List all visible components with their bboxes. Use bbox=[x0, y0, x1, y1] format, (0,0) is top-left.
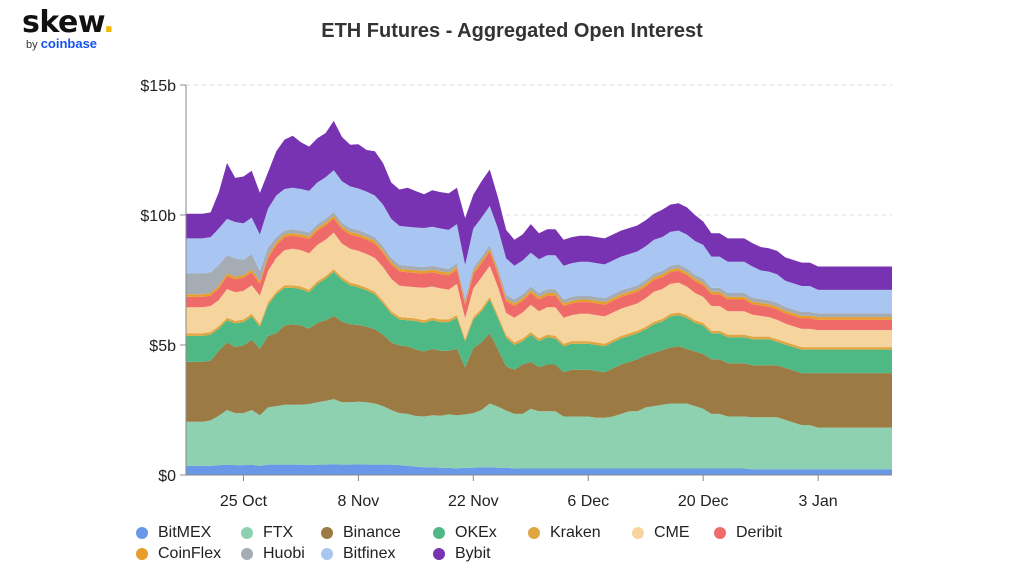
legend-item-ftx[interactable]: FTX bbox=[241, 522, 321, 543]
legend-label: OKEx bbox=[455, 523, 497, 541]
series-area-okex bbox=[186, 271, 892, 374]
series-area-cme bbox=[186, 232, 892, 348]
legend-label: BitMEX bbox=[158, 523, 212, 541]
legend-label: Bitfinex bbox=[343, 544, 396, 562]
legend-row: BitMEX FTX Binance OKEx Kraken CME Deribit bbox=[136, 522, 956, 543]
legend-swatch bbox=[714, 526, 726, 539]
legend-swatch bbox=[241, 526, 253, 539]
logo-wordmark: skew. bbox=[22, 5, 115, 40]
x-tick-label: 25 Oct bbox=[220, 493, 268, 510]
legend-label: CoinFlex bbox=[158, 544, 222, 562]
y-tick-label: $5b bbox=[149, 338, 176, 355]
legend-item-binance[interactable]: Binance bbox=[321, 522, 433, 543]
series-area-bitmex bbox=[186, 464, 892, 475]
legend-item-bitfinex[interactable]: Bitfinex bbox=[321, 543, 433, 564]
series-area-coinflex bbox=[186, 215, 892, 320]
legend-swatch bbox=[321, 547, 333, 560]
logo-dot: . bbox=[103, 5, 115, 40]
series-area-huobi bbox=[186, 211, 892, 318]
legend-item-bitmex[interactable]: BitMEX bbox=[136, 522, 241, 543]
y-tick-label: $15b bbox=[140, 78, 176, 95]
x-tick-label: 6 Dec bbox=[567, 493, 609, 510]
x-tick-label: 8 Nov bbox=[337, 493, 379, 510]
legend-swatch bbox=[632, 526, 644, 539]
x-tick-label: 22 Nov bbox=[448, 493, 499, 510]
series-area-deribit bbox=[186, 218, 892, 331]
legend-label: Kraken bbox=[550, 523, 601, 541]
legend-item-coinflex[interactable]: CoinFlex bbox=[136, 543, 241, 564]
skew-logo: skew. by coinbase bbox=[22, 5, 115, 51]
y-tick-label: $0 bbox=[158, 468, 176, 485]
legend-label: Binance bbox=[343, 523, 401, 541]
legend-swatch bbox=[241, 547, 253, 560]
logo-by: by bbox=[26, 39, 38, 51]
legend-row: CoinFlex Huobi Bitfinex Bybit bbox=[136, 543, 956, 564]
legend-label: Huobi bbox=[263, 544, 305, 562]
legend-item-cme[interactable]: CME bbox=[632, 522, 714, 543]
legend-swatch bbox=[528, 526, 540, 539]
logo-word-text: skew bbox=[22, 5, 104, 40]
legend-swatch bbox=[136, 547, 148, 560]
legend-item-huobi[interactable]: Huobi bbox=[241, 543, 321, 564]
logo-byline: by coinbase bbox=[22, 37, 114, 51]
legend-label: CME bbox=[654, 523, 690, 541]
logo-brand: coinbase bbox=[40, 36, 98, 51]
legend-swatch bbox=[433, 547, 445, 560]
legend-item-okex[interactable]: OKEx bbox=[433, 522, 528, 543]
legend-label: Bybit bbox=[455, 544, 491, 562]
legend-label: FTX bbox=[263, 523, 294, 541]
legend-item-bybit[interactable]: Bybit bbox=[433, 543, 528, 564]
x-tick-label: 20 Dec bbox=[678, 493, 729, 510]
legend-swatch bbox=[321, 526, 333, 539]
legend: BitMEX FTX Binance OKEx Kraken CME Deribit Coin… bbox=[136, 522, 956, 564]
series-area-bitfinex bbox=[186, 170, 892, 314]
series-area-ftx bbox=[186, 399, 892, 470]
series-area-binance bbox=[186, 315, 892, 428]
legend-item-deribit[interactable]: Deribit bbox=[714, 522, 804, 543]
x-tick-label: 3 Jan bbox=[799, 493, 838, 510]
legend-swatch bbox=[433, 526, 445, 539]
legend-item-kraken[interactable]: Kraken bbox=[528, 522, 632, 543]
y-tick-label: $10b bbox=[140, 208, 176, 225]
legend-swatch bbox=[136, 526, 148, 539]
legend-label: Deribit bbox=[736, 523, 783, 541]
chart-title: ETH Futures - Aggregated Open Interest bbox=[321, 20, 703, 42]
series-area-bybit bbox=[186, 120, 892, 290]
